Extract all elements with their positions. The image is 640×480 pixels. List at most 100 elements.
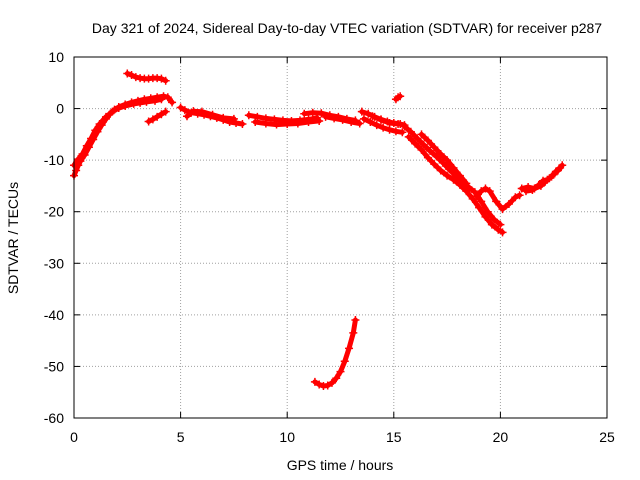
x-tick-label: 10 [279,429,295,445]
data-point [398,128,407,137]
data-point [449,175,458,184]
data-point [481,184,490,193]
data-layer [70,69,567,391]
data-point [379,123,388,132]
data-point [551,167,560,176]
data-point [310,377,319,386]
data-point [315,116,324,125]
series-upper-arc [123,69,170,85]
data-point [95,120,104,129]
grid [74,57,607,418]
data-point [432,152,441,161]
data-point [490,215,499,224]
data-point [400,122,409,131]
data-point [359,114,368,123]
data-point [87,134,96,143]
x-tick-label: 25 [599,429,615,445]
data-point [114,104,123,113]
data-point [176,103,185,112]
data-point [472,192,481,201]
data-point [419,140,428,149]
data-point [377,115,386,124]
data-point [340,357,349,366]
series-decline-upper [417,130,471,188]
series-band [419,131,469,186]
data-point [413,134,422,143]
data-point [494,225,503,234]
data-point [426,146,435,155]
data-point [372,121,381,130]
series-late-parallel [521,163,565,196]
data-point [315,380,324,389]
x-axis-label: GPS time / hours [287,457,394,473]
data-point [487,220,496,229]
data-point [182,112,191,121]
data-point [82,141,91,150]
data-point [521,187,530,196]
data-point [430,160,439,169]
data-point [485,187,494,196]
data-point [355,119,364,128]
data-point [144,117,153,126]
data-point [308,108,317,117]
x-tick-label: 20 [493,429,509,445]
data-point [492,197,501,206]
data-point [261,119,270,128]
data-point [455,180,464,189]
data-point [443,156,452,165]
data-point [253,112,262,121]
y-axis-label: SDTVAR / TECUs [5,182,21,294]
data-point [72,166,81,175]
y-tick-label: -20 [44,204,64,220]
data-point [436,166,445,175]
data-point [498,228,507,237]
data-point [108,107,117,116]
y-tick-label: 10 [48,49,64,65]
series-afternoon-b [359,114,407,137]
data-point [417,130,426,139]
data-point [436,149,445,158]
data-point [511,193,520,202]
data-point [385,125,394,134]
data-point [197,107,206,116]
data-point [349,328,358,337]
data-point [157,74,166,83]
data-point [74,155,83,164]
y-tick-label: -50 [44,358,64,374]
data-point [504,199,513,208]
data-point [153,112,162,121]
data-point [345,344,354,353]
data-point [327,378,336,387]
data-point [330,114,339,123]
data-point [251,117,260,126]
data-point [121,101,130,110]
chart-title: Day 321 of 2024, Sidereal Day-to-day VTE… [92,20,602,36]
data-point [556,163,565,172]
data-point [189,107,198,116]
data-point [368,112,377,121]
y-tick-label: -10 [44,152,64,168]
series-midday-d [251,116,324,129]
data-point [528,186,537,195]
data-point [430,143,439,152]
data-point [78,149,87,158]
data-point [232,119,241,128]
data-point [338,115,347,124]
data-point [462,179,471,188]
data-point [404,132,413,141]
data-point [168,98,177,107]
data-point [539,176,548,185]
data-point [332,374,341,383]
data-point [406,127,415,136]
data-point [151,96,160,105]
data-point [161,107,170,116]
plot-frame [73,56,608,419]
data-point [163,93,172,102]
data-point [219,113,228,122]
data-point [157,110,166,119]
y-tick-label: 0 [56,101,64,117]
series-rise-parallel [70,95,166,170]
data-point [304,117,313,126]
x-tick-label: 0 [70,429,78,445]
data-point [417,145,426,154]
